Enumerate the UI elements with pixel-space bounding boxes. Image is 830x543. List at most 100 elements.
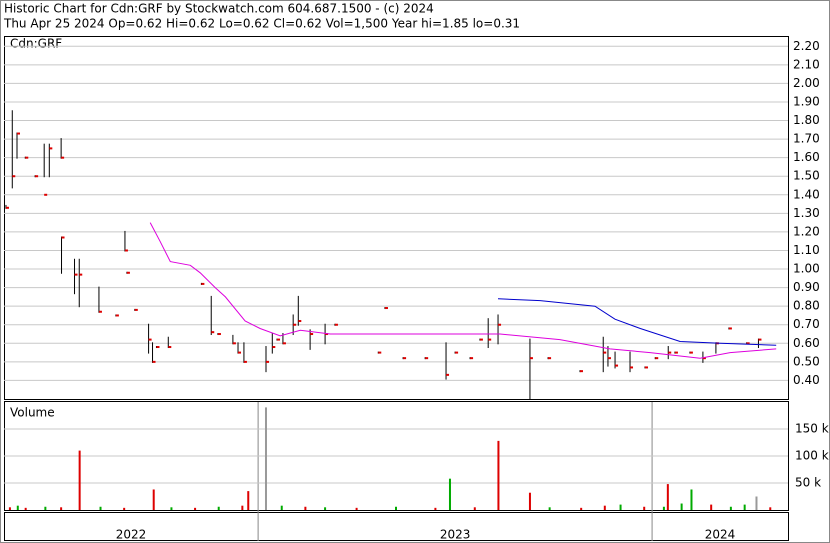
x-tick-label: 2024	[705, 528, 736, 542]
close-tick	[446, 373, 450, 376]
y-tick-label: 100 k	[795, 449, 829, 463]
close-tick	[728, 327, 732, 330]
close-tick	[603, 351, 607, 354]
volume-bar	[619, 504, 622, 510]
close-tick	[758, 338, 762, 341]
close-tick	[689, 351, 693, 354]
close-tick	[35, 175, 39, 178]
year-strip	[4, 512, 789, 541]
close-tick	[293, 323, 297, 326]
volume-bar	[8, 507, 11, 510]
volume-bar	[448, 478, 451, 510]
y-tick-label: 150 k	[795, 422, 829, 436]
close-tick	[746, 342, 750, 345]
close-tick	[529, 357, 533, 360]
close-tick	[232, 342, 236, 345]
close-tick	[124, 249, 128, 252]
volume-bar	[194, 507, 197, 510]
close-tick	[702, 357, 706, 360]
volume-bar	[264, 407, 267, 510]
close-tick	[644, 366, 648, 369]
y-tick-label: 50 k	[795, 476, 821, 490]
x-tick-label: 2023	[440, 528, 471, 542]
volume-bar	[355, 507, 358, 510]
y-tick-label: 0.80	[793, 299, 820, 313]
volume-bar	[473, 507, 476, 510]
volume-bar	[78, 450, 81, 510]
close-tick	[44, 193, 48, 196]
volume-bar	[44, 506, 47, 510]
volume-bar	[603, 505, 606, 510]
volume-bar	[395, 506, 397, 510]
close-tick	[201, 282, 205, 285]
close-tick	[615, 364, 619, 367]
close-tick	[79, 273, 83, 276]
volume-bar	[662, 506, 665, 510]
close-tick	[115, 314, 119, 317]
close-tick	[607, 357, 611, 360]
close-tick	[378, 351, 382, 354]
close-tick	[425, 357, 429, 360]
y-tick-label: 1.60	[793, 150, 820, 164]
y-tick-label: 0.90	[793, 280, 820, 294]
close-tick	[74, 273, 78, 276]
y-tick-label: 1.10	[793, 243, 820, 257]
volume-bar	[690, 489, 693, 510]
volume-bar	[324, 507, 327, 510]
close-tick	[61, 156, 65, 159]
volume-bar	[666, 484, 669, 510]
volume-label: Volume	[10, 406, 55, 420]
volume-bar	[680, 503, 683, 510]
volume-bar	[434, 507, 437, 510]
y-tick-label: 0.60	[793, 336, 820, 350]
y-tick-label: 1.50	[793, 169, 820, 183]
close-tick	[25, 156, 29, 159]
volume-bar	[497, 440, 500, 510]
y-tick-label: 1.80	[793, 113, 820, 127]
close-tick	[152, 360, 156, 363]
close-tick	[168, 346, 172, 349]
symbol-label: Cdn:GRF	[10, 37, 62, 51]
volume-bar	[247, 491, 250, 510]
close-tick	[674, 351, 678, 354]
close-tick	[98, 310, 102, 313]
y-tick-label: 1.30	[793, 206, 820, 220]
close-tick	[548, 357, 552, 360]
close-tick	[310, 333, 314, 336]
close-tick	[17, 132, 21, 135]
price-panel	[4, 36, 789, 400]
y-tick-label: 2.20	[793, 39, 820, 53]
volume-bar	[24, 507, 27, 510]
y-tick-label: 1.20	[793, 224, 820, 238]
close-tick	[455, 351, 459, 354]
y-tick-label: 1.00	[793, 262, 820, 276]
close-tick	[211, 331, 215, 334]
close-tick	[384, 307, 388, 310]
moving-average	[497, 298, 777, 346]
volume-bar	[304, 506, 307, 510]
close-tick	[5, 206, 9, 209]
volume-bar	[280, 505, 283, 510]
quote-info: Thu Apr 25 2024 Op=0.62 Hi=0.62 Lo=0.62 …	[3, 17, 520, 31]
close-tick	[579, 370, 583, 373]
close-tick	[403, 357, 407, 360]
close-tick	[334, 323, 338, 326]
volume-bar	[170, 507, 173, 510]
close-tick	[134, 308, 138, 311]
volume-bar	[743, 504, 746, 510]
close-tick	[470, 357, 474, 360]
close-tick	[217, 333, 221, 336]
y-tick-label: 0.40	[793, 373, 820, 387]
close-tick	[243, 360, 247, 363]
close-tick	[49, 147, 53, 150]
volume-bar	[710, 504, 713, 510]
volume-bar	[217, 506, 220, 510]
volume-bar	[99, 506, 102, 510]
y-tick-label: 1.90	[793, 94, 820, 108]
close-tick	[12, 175, 16, 178]
volume-bar	[152, 489, 155, 510]
moving-average	[149, 222, 777, 359]
close-tick	[126, 271, 130, 274]
